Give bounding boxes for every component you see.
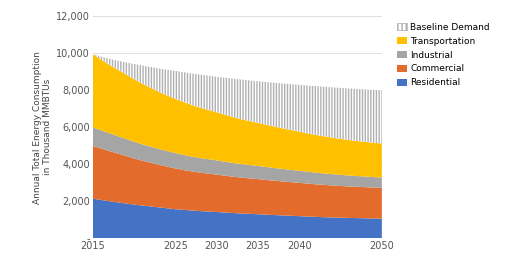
Y-axis label: Annual Total Energy Consumption
in Thousand MMBTUs: Annual Total Energy Consumption in Thous… bbox=[33, 51, 52, 204]
Legend: Baseline Demand, Transportation, Industrial, Commercial, Residential: Baseline Demand, Transportation, Industr… bbox=[395, 21, 492, 89]
